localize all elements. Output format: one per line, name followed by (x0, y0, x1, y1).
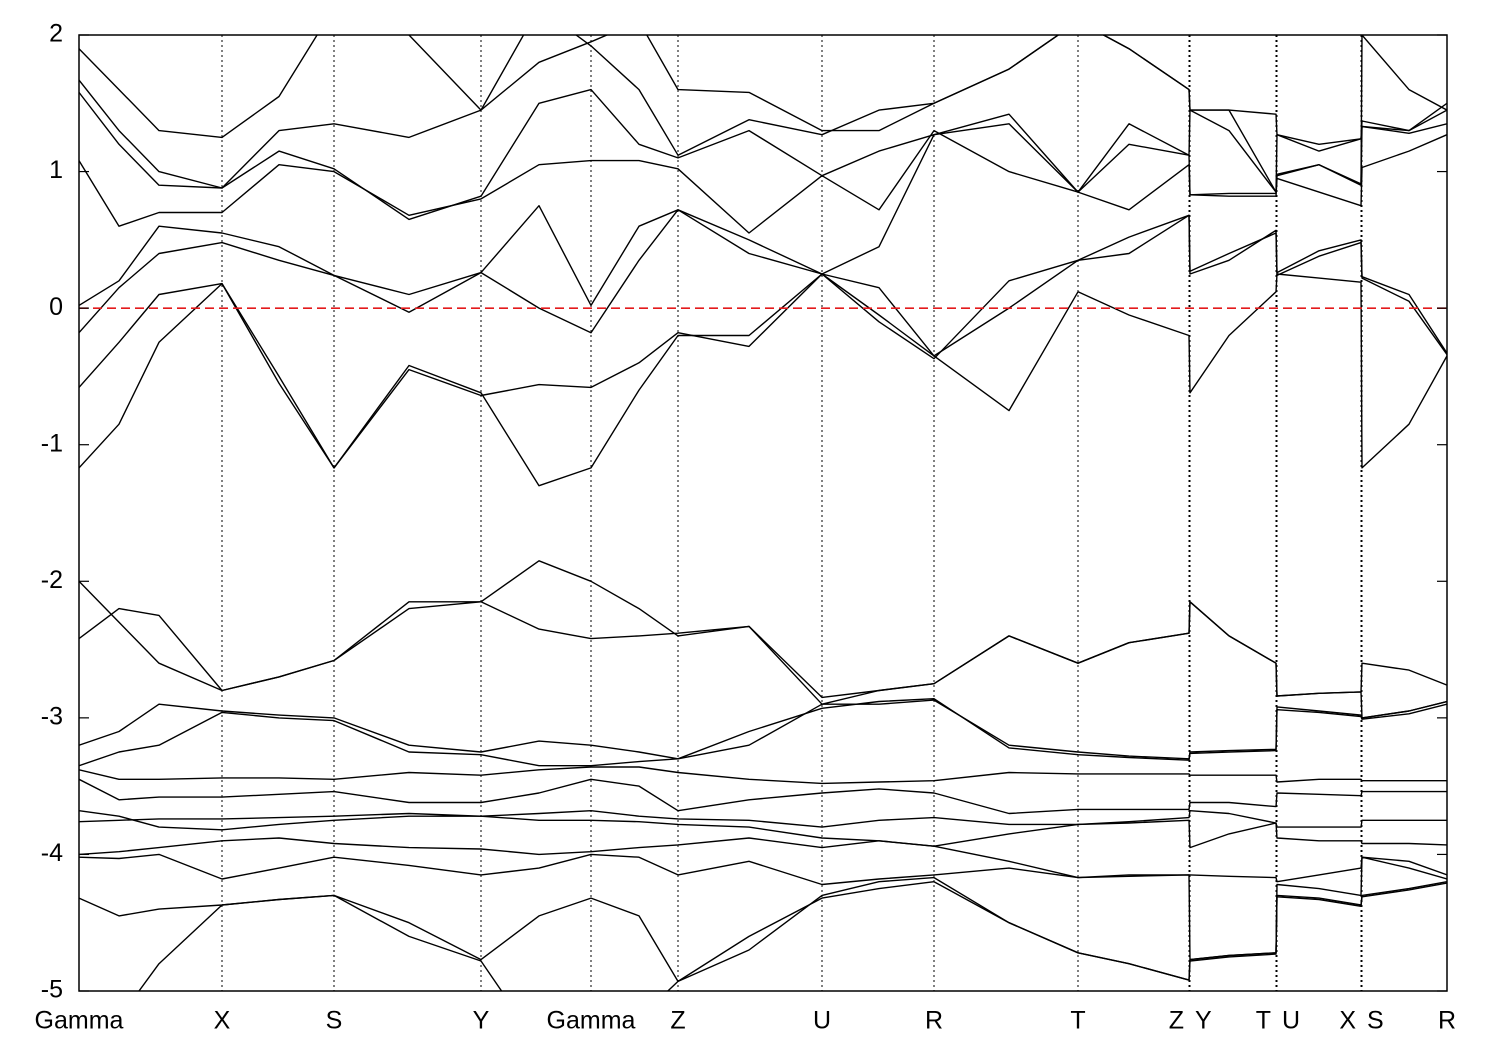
y-tick-label: -3 (41, 702, 63, 730)
y-tick-label: 2 (49, 20, 63, 48)
x-tick-label: Y (1195, 1007, 1212, 1035)
y-tick-label: -5 (41, 976, 63, 1004)
x-tick-label: R (925, 1007, 943, 1035)
band (79, 214, 1447, 469)
x-tick-label: S (1367, 1007, 1384, 1035)
x-tick-label: Y (473, 1007, 490, 1035)
band (79, 88, 1447, 221)
band (79, 109, 1447, 234)
band (79, 810, 1447, 831)
bands (79, 35, 1447, 991)
band (138, 856, 1447, 991)
band (79, 837, 1447, 883)
plot-frame (78, 34, 1448, 992)
y-tick-label: 1 (49, 156, 63, 184)
x-tick-label: U (813, 1007, 831, 1035)
y-tick-label: -4 (41, 839, 63, 867)
x-tick-label: T (1256, 1007, 1271, 1035)
y-tick-label: -2 (41, 566, 63, 594)
x-tick-label: T (1070, 1007, 1085, 1035)
x-tick-label: X (214, 1007, 231, 1035)
band (79, 698, 1447, 767)
x-tick-label: X (1339, 1007, 1356, 1035)
y-tick-label: -1 (41, 429, 63, 457)
x-tick-label: Z (670, 1007, 685, 1035)
x-tick-label: R (1438, 1007, 1456, 1035)
x-tick-label: Gamma (35, 1007, 124, 1035)
y-tick-label: 0 (49, 293, 63, 321)
band (79, 273, 1447, 487)
band (79, 778, 1447, 815)
band (79, 35, 1447, 193)
x-tick-label: S (326, 1007, 343, 1035)
band (79, 209, 1447, 357)
band (79, 601, 1447, 719)
band (79, 123, 1447, 307)
band (79, 853, 1447, 961)
band (79, 35, 1447, 189)
x-tick-label: Z (1169, 1007, 1184, 1035)
x-tick-label: U (1282, 1007, 1300, 1035)
band (79, 699, 1447, 760)
band (79, 766, 1447, 785)
x-tick-label: Gamma (547, 1007, 636, 1035)
